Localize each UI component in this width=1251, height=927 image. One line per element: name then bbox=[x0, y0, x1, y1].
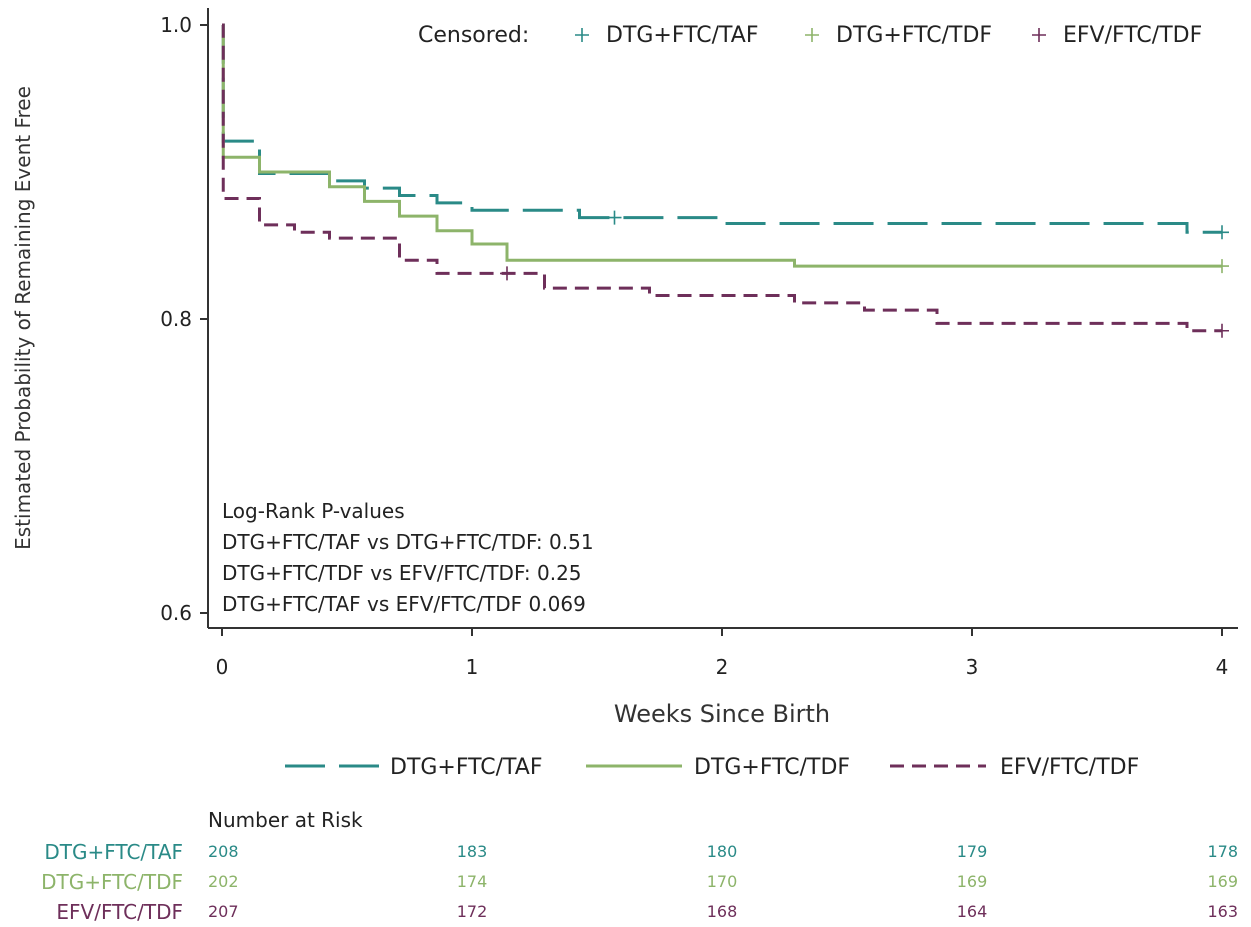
risk-count: 169 bbox=[1207, 872, 1238, 891]
log-rank-line: DTG+FTC/TDF vs EFV/FTC/TDF: 0.25 bbox=[222, 561, 582, 585]
series-line-3 bbox=[221, 23, 1222, 333]
x-tick-label: 1 bbox=[466, 655, 479, 679]
x-tick-label: 0 bbox=[216, 655, 229, 679]
x-tick-label: 2 bbox=[716, 655, 729, 679]
risk-count: 172 bbox=[457, 902, 488, 921]
line-legend-label: EFV/FTC/TDF bbox=[1000, 755, 1139, 780]
risk-count: 183 bbox=[457, 842, 488, 861]
risk-count: 208 bbox=[208, 842, 239, 861]
risk-count: 163 bbox=[1207, 902, 1238, 921]
risk-row-name: DTG+FTC/TAF bbox=[44, 840, 183, 864]
censor-mark bbox=[607, 210, 622, 225]
log-rank-line: DTG+FTC/TAF vs EFV/FTC/TDF 0.069 bbox=[222, 592, 586, 616]
risk-count: 202 bbox=[208, 872, 239, 891]
risk-row-name: EFV/FTC/TDF bbox=[56, 900, 183, 924]
censored-legend-label: DTG+FTC/TAF bbox=[606, 23, 759, 48]
risk-count: 207 bbox=[208, 902, 239, 921]
censored-legend-marker bbox=[575, 28, 589, 42]
censored-legend-marker bbox=[805, 28, 819, 42]
log-rank-annotations: Log-Rank P-values DTG+FTC/TAF vs DTG+FTC/… bbox=[222, 499, 594, 616]
censor-mark bbox=[500, 266, 514, 281]
series-layer bbox=[221, 23, 1229, 338]
log-rank-line: Log-Rank P-values bbox=[222, 499, 405, 523]
line-legend: DTG+FTC/TAF DTG+FTC/TDF EFV/FTC/TDF bbox=[285, 755, 1139, 780]
log-rank-line: DTG+FTC/TAF vs DTG+FTC/TDF: 0.51 bbox=[222, 530, 594, 554]
censored-label: Censored: bbox=[418, 23, 529, 48]
y-tick-label: 0.6 bbox=[160, 601, 192, 625]
x-ticks: 0 1 2 3 4 bbox=[216, 628, 1229, 679]
risk-count: 174 bbox=[457, 872, 488, 891]
risk-count: 178 bbox=[1207, 842, 1238, 861]
risk-count: 168 bbox=[707, 902, 738, 921]
number-at-risk-title: Number at Risk bbox=[208, 808, 363, 832]
risk-count: 180 bbox=[707, 842, 738, 861]
risk-count: 169 bbox=[957, 872, 988, 891]
censored-legend-marker bbox=[1032, 28, 1046, 42]
x-tick-label: 3 bbox=[966, 655, 979, 679]
x-tick-label: 4 bbox=[1216, 655, 1229, 679]
risk-count: 170 bbox=[707, 872, 738, 891]
line-legend-label: DTG+FTC/TAF bbox=[390, 755, 543, 780]
censor-mark bbox=[1215, 323, 1229, 338]
censor-mark bbox=[1215, 225, 1229, 240]
x-axis-title: Weeks Since Birth bbox=[614, 700, 830, 728]
risk-row-name: DTG+FTC/TDF bbox=[41, 870, 183, 894]
number-at-risk-table: Number at Risk DTG+FTC/TAF 208 183 180 179 17… bbox=[41, 808, 1238, 924]
censored-legend: Censored: DTG+FTC/TAF DTG+FTC/TDF EFV/FTC/… bbox=[418, 23, 1202, 48]
y-tick-label: 0.8 bbox=[160, 307, 192, 331]
risk-count: 164 bbox=[957, 902, 988, 921]
y-axis-title: Estimated Probability of Remaining Event… bbox=[11, 86, 35, 550]
censor-mark bbox=[1215, 259, 1229, 274]
y-ticks: 0.6 0.8 1.0 bbox=[160, 13, 208, 625]
censored-legend-label: EFV/FTC/TDF bbox=[1063, 23, 1202, 48]
censored-legend-label: DTG+FTC/TDF bbox=[836, 23, 992, 48]
line-legend-label: DTG+FTC/TDF bbox=[694, 755, 850, 780]
y-tick-label: 1.0 bbox=[160, 13, 192, 37]
risk-count: 179 bbox=[957, 842, 988, 861]
series-line-2 bbox=[221, 23, 1222, 268]
